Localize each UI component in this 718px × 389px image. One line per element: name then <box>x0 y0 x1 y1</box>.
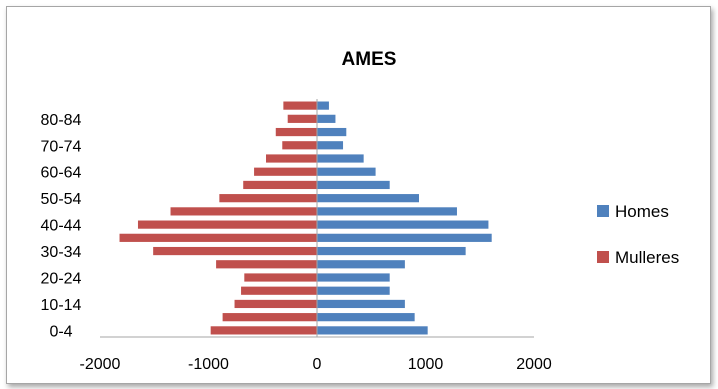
legend-swatch-mulleres <box>597 251 609 263</box>
bar-mulleres-15-19 <box>241 286 317 295</box>
x-tick-label: 2000 <box>516 356 552 373</box>
bar-homes-75-79 <box>317 127 347 137</box>
x-tick-label: -2000 <box>80 356 121 373</box>
y-tick-label: 40-44 <box>41 218 82 235</box>
legend-label-mulleres: Mulleres <box>615 248 679 267</box>
bar-homes-20-24 <box>317 273 390 282</box>
bar-homes-25-29 <box>317 260 405 269</box>
bar-homes-15-19 <box>317 286 390 295</box>
bar-mulleres-40-44 <box>137 220 317 229</box>
bar-homes-65-69 <box>317 154 364 163</box>
bar-homes-70-74 <box>317 141 344 150</box>
bar-homes-55-59 <box>317 180 390 190</box>
legend-swatch-homes <box>597 205 609 217</box>
x-tick-label: 0 <box>313 356 322 373</box>
bar-homes-5-9 <box>317 313 415 322</box>
x-tick-label: 1000 <box>408 356 444 373</box>
bar-mulleres-80-84 <box>287 114 317 123</box>
bar-homes-85+ <box>317 101 329 110</box>
bar-mulleres-5-9 <box>222 313 317 322</box>
legend-label-homes: Homes <box>615 202 669 221</box>
chart-frame: AMES -2000 -1000 0 1000 2000 0-4 10-14 20-24 30… <box>6 6 711 384</box>
bars-layer <box>119 101 492 335</box>
legend: Homes Mulleres <box>597 202 679 267</box>
bar-mulleres-55-59 <box>243 180 317 190</box>
bar-mulleres-45-49 <box>170 207 317 216</box>
bar-mulleres-25-29 <box>216 260 317 269</box>
y-tick-label: 50-54 <box>41 191 82 208</box>
x-axis-ticks: -2000 -1000 0 1000 2000 <box>80 356 552 373</box>
bar-mulleres-50-54 <box>219 194 317 203</box>
bar-homes-60-64 <box>317 167 376 176</box>
bar-homes-0-4 <box>317 326 428 335</box>
y-tick-label: 70-74 <box>41 138 82 155</box>
bar-homes-50-54 <box>317 194 419 203</box>
bar-homes-35-39 <box>317 233 492 242</box>
bar-mulleres-70-74 <box>282 141 317 150</box>
bar-mulleres-60-64 <box>254 167 317 176</box>
bar-homes-30-34 <box>317 246 466 256</box>
y-tick-label: 80-84 <box>41 112 82 129</box>
bar-homes-40-44 <box>317 220 489 229</box>
bar-homes-10-14 <box>317 299 405 309</box>
bar-mulleres-30-34 <box>153 246 317 256</box>
y-tick-label: 60-64 <box>41 165 82 182</box>
bar-mulleres-65-69 <box>266 154 317 163</box>
y-tick-label: 0-4 <box>49 323 72 340</box>
bar-homes-45-49 <box>317 207 457 216</box>
chart-title: AMES <box>342 49 397 70</box>
bar-mulleres-0-4 <box>210 326 317 335</box>
population-pyramid-chart: AMES -2000 -1000 0 1000 2000 0-4 10-14 20-24 30… <box>41 49 680 373</box>
bar-mulleres-85+ <box>283 101 317 110</box>
bar-mulleres-20-24 <box>244 273 317 282</box>
bar-homes-80-84 <box>317 114 336 123</box>
bar-mulleres-35-39 <box>119 233 317 242</box>
x-tick-label: -1000 <box>188 356 229 373</box>
y-tick-label: 20-24 <box>41 271 82 288</box>
y-tick-label: 10-14 <box>41 297 82 314</box>
bar-mulleres-10-14 <box>234 299 317 309</box>
y-axis-ticks: 0-4 10-14 20-24 30-34 40-44 50-54 60-64 70-74 80… <box>41 112 82 341</box>
y-tick-label: 30-34 <box>41 244 82 261</box>
bar-mulleres-75-79 <box>275 127 317 137</box>
